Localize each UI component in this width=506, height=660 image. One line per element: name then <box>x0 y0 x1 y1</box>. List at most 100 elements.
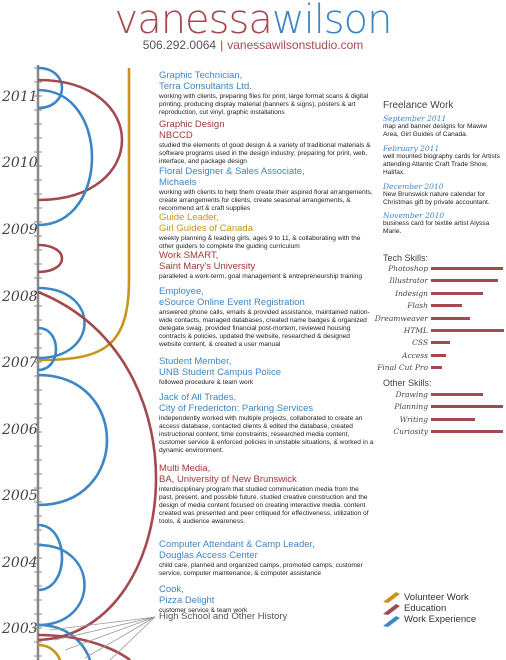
skill-label: Access <box>402 350 428 360</box>
arc-campus-police <box>37 326 58 372</box>
legend-education: Education <box>404 603 447 614</box>
arc-parking <box>37 373 109 507</box>
skill-label: Photoshop <box>388 264 428 273</box>
entry-nbccd: Graphic Design NBCCD studied the element… <box>159 119 374 166</box>
arc-douglas <box>37 523 64 592</box>
freelance-item: February 2011 well mounted biography car… <box>383 144 503 177</box>
year-label: 2006 <box>2 422 38 438</box>
entry-org: Saint Mary's University <box>159 261 256 272</box>
arc-terra <box>37 66 64 110</box>
skill-row: Photoshop <box>383 263 503 274</box>
skill-bar <box>431 405 503 409</box>
entry-org: BA, University of New Brunswick <box>159 474 297 485</box>
skill-label: Writing <box>399 414 428 424</box>
skill-row: Drawing <box>383 389 503 400</box>
entry-desc: weekly planning & leading girls, ages 9 … <box>159 235 361 250</box>
legend-swoosh-icon <box>383 592 400 627</box>
skill-label: Final Cut Pro <box>377 363 428 373</box>
skill-row: Illustrator <box>383 275 503 286</box>
contact-separator: | <box>220 38 224 52</box>
skill-bar <box>431 279 498 283</box>
entry-title: Cook, <box>159 584 184 595</box>
entry-org: Terra Consultants Ltd. <box>159 81 252 92</box>
skill-row: Flash <box>383 300 503 311</box>
skill-row: Final Cut Pro <box>377 362 503 373</box>
freelance-item: September 2011 map and banner designs fo… <box>383 114 503 139</box>
timeline-ticks <box>34 67 42 657</box>
freelance-date: November 2010 <box>383 211 445 220</box>
year-label: 2004 <box>2 555 38 571</box>
arc-pizza <box>37 543 86 627</box>
arc-michaels <box>37 88 94 227</box>
skill-label: Curiosity <box>393 427 428 437</box>
entry-pizza: Cook, Pizza Delight customer service & t… <box>159 584 374 615</box>
skill-label: Indesign <box>395 288 428 298</box>
arc-early-3 <box>37 643 62 660</box>
other-skills-heading: Other Skills: <box>383 378 432 388</box>
skill-row: Planning <box>383 401 503 412</box>
entry-org: Michaels <box>159 177 197 188</box>
phone: 506.292.0064 <box>142 38 217 52</box>
freelance-text: well mounted biography cards for Artists… <box>383 153 500 176</box>
entry-douglas: Computer Attendant & Camp Leader, Dougla… <box>159 539 374 578</box>
name-first: vanessa <box>114 0 273 43</box>
skill-bar <box>431 304 462 308</box>
skill-label: CSS <box>412 338 428 348</box>
entry-org: Pizza Delight <box>159 595 215 606</box>
freelance-item: December 2010 New Brunswick nature calen… <box>383 182 503 207</box>
freelance-text: New Brunswick nature calendar for Christ… <box>383 191 490 206</box>
entry-esource: Employee, eSource Online Event Registrat… <box>159 286 374 349</box>
skill-bar <box>431 430 503 434</box>
skill-label: Illustrator <box>389 276 428 286</box>
skill-bar <box>431 341 450 345</box>
entry-title: Guide Leader, <box>159 212 219 223</box>
entry-parking: Jack of All Trades, City of Fredericton:… <box>159 392 374 455</box>
entry-high-school: High School and Other History <box>159 611 374 622</box>
skill-label: Drawing <box>395 390 428 399</box>
entry-title: Multi Media, <box>159 463 211 474</box>
entry-title: Student Member, <box>159 356 232 367</box>
skill-row: HTML <box>383 325 504 336</box>
entry-org: City of Fredericton: Parking Services <box>159 403 314 414</box>
entry-desc: child care, planned and organized camps,… <box>159 562 363 577</box>
freelance-date: February 2011 <box>383 144 440 153</box>
skill-label: Flash <box>407 301 428 311</box>
arc-esource <box>37 286 86 360</box>
entry-title: Floral Designer & Sales Associate, <box>159 166 305 177</box>
header-name: vanessawilson <box>0 0 506 44</box>
entry-org: Girl Guides of Canada <box>159 223 253 234</box>
entry-desc: working with clients, preparing files fo… <box>159 93 369 116</box>
freelance-text: map and banner designs for Mawiw Area, G… <box>383 123 488 138</box>
entry-desc: answered phone calls, emails & provided … <box>159 309 370 348</box>
entry-title: High School and Other History <box>159 611 288 622</box>
arc-early <box>37 623 92 660</box>
skill-label: HTML <box>403 326 428 335</box>
year-label: 2009 <box>2 222 38 238</box>
freelance-heading: Freelance Work <box>383 100 454 111</box>
header-contact: 506.292.0064 | vanessawilsonstudio.com <box>0 38 506 52</box>
entry-desc: followed procedure & team work <box>159 379 254 386</box>
skill-row: Writing <box>383 414 503 425</box>
skill-label: Dreamweaver <box>374 313 428 323</box>
website-link[interactable]: vanessawilsonstudio.com <box>227 38 364 52</box>
year-label: 2008 <box>2 289 38 305</box>
skill-bar <box>431 353 446 357</box>
skill-row: Curiosity <box>383 426 503 437</box>
freelance-item: November 2010 business card for textile … <box>383 211 503 236</box>
skill-row: Access <box>383 350 503 361</box>
skill-bar <box>431 417 475 421</box>
entry-unb: Multi Media, BA, University of New Bruns… <box>159 463 374 526</box>
arc-smu <box>37 243 64 274</box>
freelance-date: September 2011 <box>383 114 447 123</box>
year-label: 2003 <box>2 621 38 637</box>
legend-volunteer: Volunteer Work <box>404 592 469 603</box>
year-label: 2010 <box>2 155 38 171</box>
skill-bar <box>431 329 504 332</box>
entry-org: Douglas Access Center <box>159 550 258 561</box>
skill-row: CSS <box>383 337 503 348</box>
name-last: wilson <box>271 0 393 43</box>
entry-desc: independently worked with multiple proje… <box>159 415 374 454</box>
freelance-date: December 2010 <box>383 182 444 191</box>
entry-desc: working with clients to help them create… <box>159 189 373 212</box>
entry-desc: customer service & team work <box>159 607 248 614</box>
